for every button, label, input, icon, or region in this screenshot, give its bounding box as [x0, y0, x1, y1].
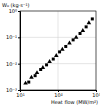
- point: [47, 59, 52, 63]
- point: [64, 45, 67, 48]
- grid: [20, 11, 96, 90]
- point: [52, 58, 55, 61]
- grid-line: [20, 63, 96, 64]
- chart: 10¹ 10² 10³ 10⁻³ 10⁻² 10⁻¹ 10⁰W₀ (kg·s⁻¹) Heat …: [0, 0, 100, 107]
- tick-mark: [18, 11, 20, 12]
- plot-frame: [20, 11, 96, 90]
- point: [45, 63, 48, 66]
- tick: 10¹: [16, 90, 24, 98]
- point: [67, 41, 72, 45]
- point: [87, 20, 92, 24]
- tick-label: 10⁰: [9, 8, 17, 14]
- tick-mark: [18, 64, 20, 65]
- tick-label: 10⁻²: [6, 61, 17, 67]
- grid-line: [20, 37, 96, 38]
- point: [27, 81, 30, 84]
- tick: 10²: [54, 90, 62, 98]
- tick: 10⁻²: [6, 61, 20, 67]
- tick-mark: [18, 37, 20, 38]
- point: [39, 68, 42, 71]
- point: [72, 38, 75, 41]
- x-axis-title: Heat flow (MW/m²): [51, 99, 98, 105]
- tick-label: 10⁻³: [6, 87, 17, 93]
- point: [35, 70, 40, 74]
- tick-label: 10²: [54, 92, 62, 98]
- tick: 10⁰: [9, 8, 20, 14]
- point: [74, 35, 79, 39]
- tick-mark: [18, 90, 20, 91]
- point: [29, 75, 34, 79]
- point: [81, 28, 86, 32]
- y-axis-title: W₀ (kg·s⁻¹): [2, 2, 29, 9]
- tick: 10⁻³: [6, 87, 20, 93]
- points: [23, 17, 94, 84]
- point: [54, 53, 59, 57]
- point: [79, 32, 82, 35]
- tick-label: 10⁻¹: [6, 34, 17, 40]
- point: [85, 25, 88, 28]
- point: [60, 47, 65, 51]
- tick-label: 10¹: [16, 92, 24, 98]
- axis-line: [18, 12, 21, 91]
- tick: 10³: [92, 90, 100, 98]
- tick: 10⁻¹: [6, 34, 20, 40]
- y-axis: 10⁻³ 10⁻² 10⁻¹ 10⁰: [6, 8, 21, 93]
- tick-label: 10³: [92, 92, 100, 98]
- point: [23, 81, 28, 85]
- point: [91, 17, 94, 20]
- point: [34, 74, 37, 77]
- x-axis: 10¹ 10² 10³: [16, 90, 100, 98]
- point: [58, 50, 61, 53]
